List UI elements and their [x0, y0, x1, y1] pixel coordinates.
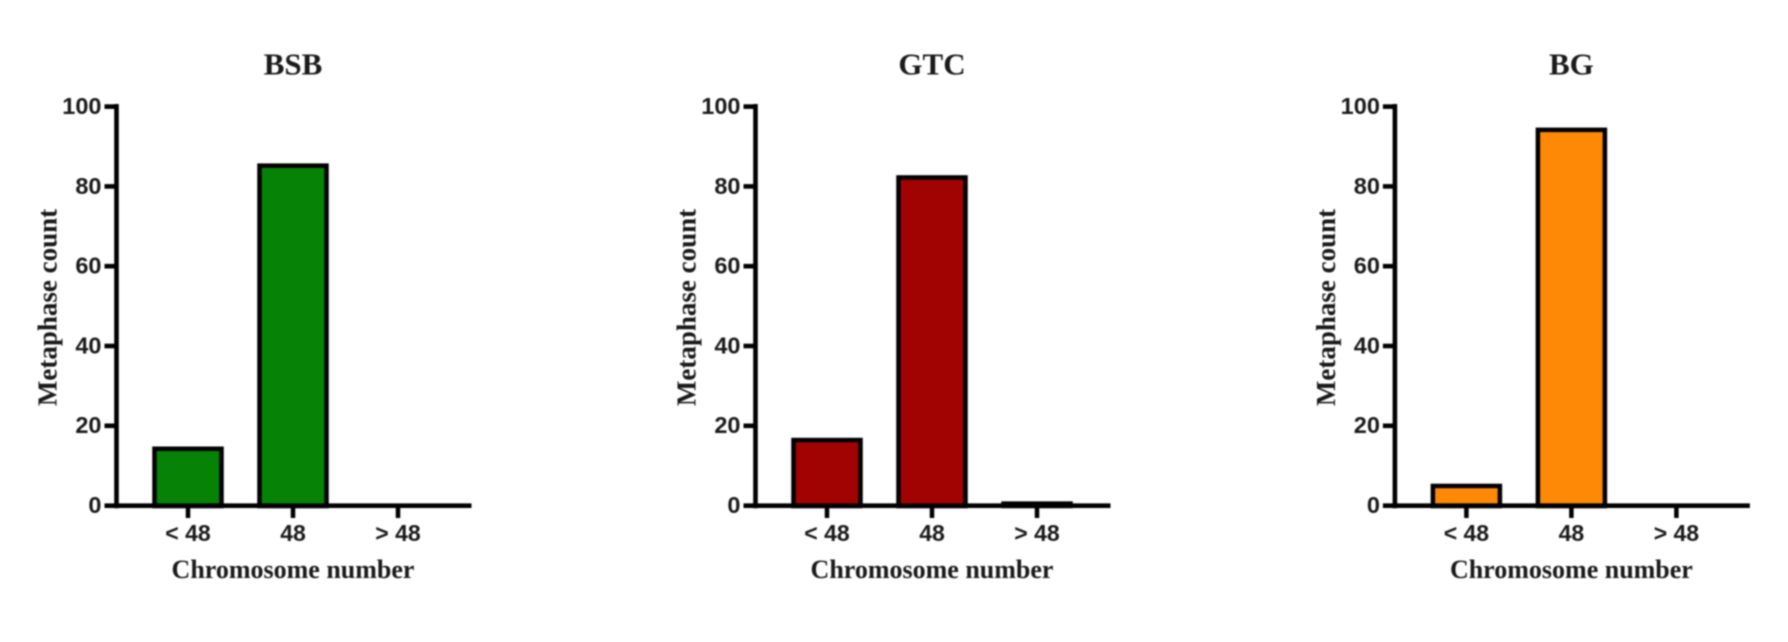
svg-text:< 48: < 48: [1444, 520, 1490, 546]
svg-text:< 48: < 48: [804, 520, 850, 546]
svg-text:20: 20: [714, 412, 740, 438]
svg-text:40: 40: [75, 332, 101, 358]
svg-text:> 48: > 48: [1014, 520, 1060, 546]
svg-text:48: 48: [280, 520, 306, 546]
svg-text:100: 100: [1341, 93, 1380, 119]
svg-text:Metaphase count: Metaphase count: [672, 209, 702, 406]
svg-text:40: 40: [714, 332, 740, 358]
svg-text:48: 48: [919, 520, 945, 546]
svg-text:Chromosome number: Chromosome number: [811, 555, 1054, 584]
svg-text:80: 80: [75, 173, 101, 199]
svg-text:100: 100: [701, 93, 740, 119]
svg-text:60: 60: [75, 253, 101, 279]
svg-text:0: 0: [88, 492, 101, 518]
svg-text:0: 0: [727, 492, 740, 518]
svg-text:20: 20: [75, 412, 101, 438]
svg-text:Metaphase count: Metaphase count: [1311, 209, 1341, 406]
svg-text:Chromosome number: Chromosome number: [172, 555, 415, 584]
svg-text:40: 40: [1354, 332, 1380, 358]
svg-text:Chromosome number: Chromosome number: [1450, 555, 1693, 584]
svg-text:60: 60: [714, 253, 740, 279]
svg-text:GTC: GTC: [898, 47, 965, 82]
svg-text:100: 100: [62, 93, 101, 119]
svg-text:48: 48: [1559, 520, 1585, 546]
svg-text:20: 20: [1354, 412, 1380, 438]
svg-text:BSB: BSB: [264, 47, 323, 82]
svg-text:80: 80: [1354, 173, 1380, 199]
svg-text:> 48: > 48: [375, 520, 421, 546]
svg-text:80: 80: [714, 173, 740, 199]
svg-text:BG: BG: [1549, 47, 1594, 82]
svg-text:< 48: < 48: [165, 520, 211, 546]
svg-text:> 48: > 48: [1654, 520, 1700, 546]
svg-text:60: 60: [1354, 253, 1380, 279]
svg-text:Metaphase count: Metaphase count: [33, 209, 63, 406]
svg-text:0: 0: [1367, 492, 1380, 518]
